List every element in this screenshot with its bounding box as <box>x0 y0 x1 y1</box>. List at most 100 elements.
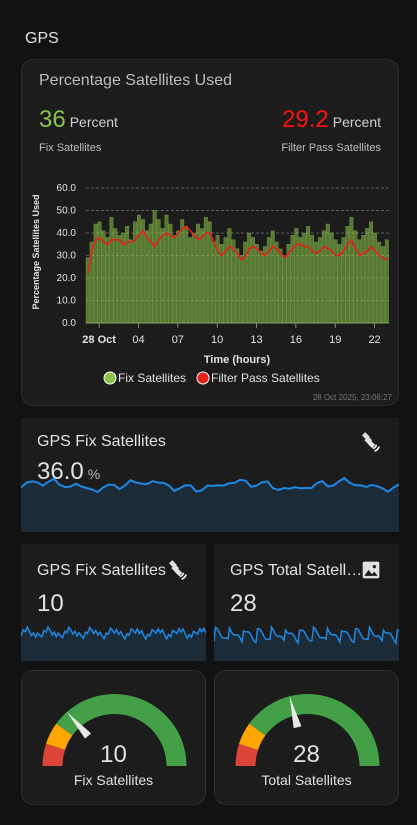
fix-bar <box>172 235 177 324</box>
fix-bar <box>294 228 299 324</box>
fix-bar <box>373 232 377 324</box>
x-tick-label: 13 <box>250 334 262 346</box>
fix-bar <box>282 255 287 324</box>
fix-bar <box>133 221 137 324</box>
fix-bar <box>333 239 338 324</box>
fix-header-name: Fix Satellites <box>39 142 102 154</box>
satellites-chart[interactable]: 0.0 10.0 20.0 30.0 40.0 50.0 60.0 28 Oct 04 07 10… <box>22 170 398 406</box>
gauge-segment-red <box>235 743 259 766</box>
fix-bar <box>325 223 330 324</box>
fix-bar <box>384 239 389 324</box>
fix-bar <box>349 217 354 324</box>
fix-bar <box>247 232 252 324</box>
x-tick-label: 10 <box>211 334 223 346</box>
fix-bar <box>298 237 303 324</box>
fix-bar <box>211 241 216 324</box>
fix-bar <box>125 226 130 324</box>
gauge-segment-green <box>249 694 380 766</box>
card-title: Percentage Satellites Used <box>39 72 232 89</box>
fix-bar <box>258 250 263 324</box>
fix-bar <box>144 230 149 324</box>
value: 28 <box>230 590 257 617</box>
filter-header-value: 29.2 Percent <box>282 106 381 134</box>
y-tick-label: 40.0 <box>57 228 77 239</box>
gauge-needle <box>66 711 92 739</box>
fix-bar <box>223 237 228 324</box>
fix-bar <box>345 226 350 324</box>
fix-bar <box>227 228 232 324</box>
gauge-segment-yellow <box>46 723 73 750</box>
fix-bar <box>369 221 374 324</box>
value: 36.0 <box>37 458 84 485</box>
value: 10 <box>37 590 64 617</box>
filter-unit: Percent <box>332 114 381 130</box>
fix-bar <box>156 219 161 324</box>
gauge-segment-green <box>56 694 187 766</box>
fix-bar <box>176 230 181 324</box>
gauge-segment-red <box>42 743 66 766</box>
sparkline <box>21 476 399 532</box>
y-axis-label: Percentage Satellites Used <box>31 194 41 309</box>
fix-bar <box>306 226 311 324</box>
gps-total-satellites-card[interactable]: GPS Total Satell… 28 <box>214 544 399 661</box>
gauge-name: Fix Satellites <box>73 772 154 788</box>
value-display: 36.0% <box>37 458 100 486</box>
fix-bar <box>361 235 366 324</box>
fix-bar <box>188 237 192 324</box>
x-axis-label: Time (hours) <box>204 354 271 366</box>
fix-bar <box>286 244 291 324</box>
total-satellites-gauge-card[interactable]: 28 Total Satellites <box>214 670 399 805</box>
fix-bar <box>168 223 173 324</box>
fix-bar <box>266 237 271 324</box>
satellite-icon <box>359 431 381 458</box>
fix-bar <box>196 223 200 324</box>
y-axis-ticks: 0.0 10.0 20.0 30.0 40.0 50.0 60.0 <box>57 183 77 329</box>
gps-fix-satellites-card[interactable]: GPS Fix Satellites 10 <box>21 544 206 661</box>
fix-bar <box>278 248 283 324</box>
fix-bar <box>121 232 126 324</box>
y-tick-label: 20.0 <box>57 273 77 284</box>
fix-bar <box>314 241 318 324</box>
fix-bar <box>251 237 255 324</box>
fix-bar <box>140 219 145 324</box>
fix-bar <box>101 230 106 324</box>
gps-fix-percent-card[interactable]: GPS Fix Satellites 36.0% <box>21 418 399 532</box>
fix-unit: Percent <box>69 114 118 130</box>
fix-bar <box>231 239 236 324</box>
card-name: GPS Total Satell… <box>230 562 363 579</box>
fix-bar <box>377 241 381 324</box>
x-tick-label: 16 <box>290 334 302 346</box>
legend-fix-marker <box>103 371 117 385</box>
y-tick-label: 10.0 <box>57 296 77 307</box>
fix-bar <box>152 210 157 324</box>
x-tick-label: 07 <box>172 334 184 346</box>
last-updated: 28 Oct 2025, 23:06:27 <box>312 393 392 402</box>
gauge-value: 10 <box>100 741 127 768</box>
satellite-icon <box>166 559 188 586</box>
x-tick-label: 28 Oct <box>82 334 116 346</box>
fix-bar <box>219 244 224 324</box>
x-tick-label: 04 <box>132 334 144 346</box>
fix-bar <box>357 239 362 324</box>
filter-value: 29.2 <box>282 106 329 133</box>
fix-bar <box>239 255 244 324</box>
fix-bar <box>270 230 275 324</box>
filter-header-name: Filter Pass Satellites <box>281 142 381 154</box>
fix-header-value: 36 Percent <box>39 106 118 134</box>
image-icon <box>361 560 381 585</box>
x-tick-label: 22 <box>368 334 380 346</box>
fix-bar <box>164 214 169 324</box>
legend-filter-marker <box>196 371 210 385</box>
y-tick-label: 60.0 <box>57 183 77 194</box>
fix-bar <box>274 241 279 324</box>
fix-satellites-gauge-card[interactable]: 10 Fix Satellites <box>21 670 206 805</box>
fix-bar <box>192 232 196 324</box>
fix-bar <box>184 226 189 324</box>
percentage-satellites-card[interactable]: Percentage Satellites Used 36 Percent Fix… <box>21 59 399 406</box>
y-tick-label: 30.0 <box>57 251 77 262</box>
fix-bar <box>97 221 102 324</box>
fix-bar <box>207 221 212 324</box>
fix-bar <box>160 228 165 324</box>
gauge-needle <box>289 696 302 729</box>
fix-bar <box>329 232 334 324</box>
